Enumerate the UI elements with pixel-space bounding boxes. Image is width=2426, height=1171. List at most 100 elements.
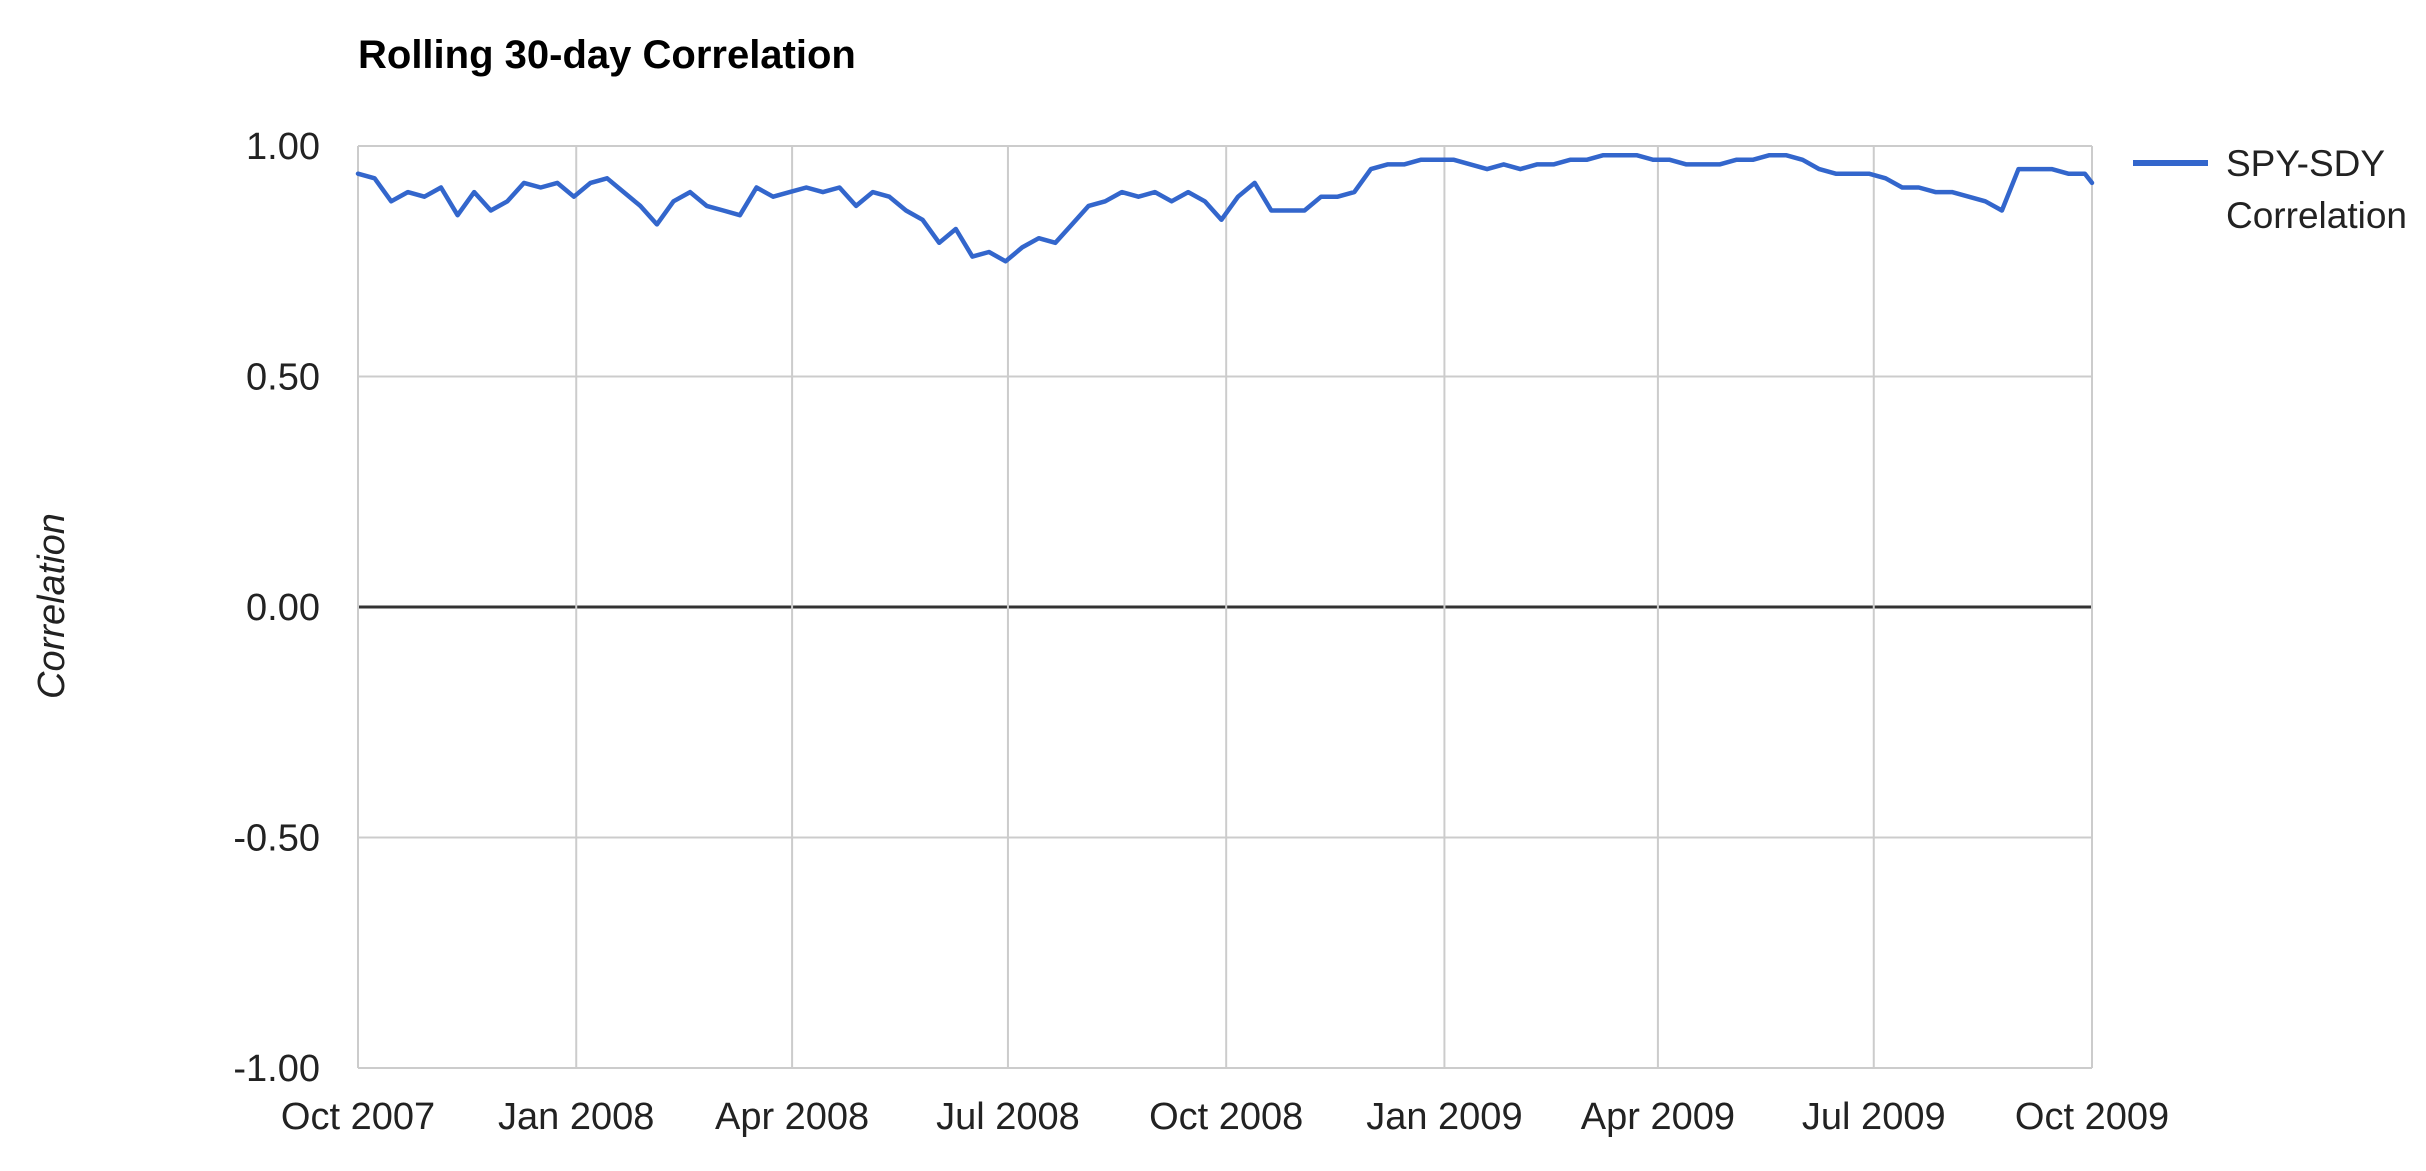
legend: SPY-SDY Correlation (2133, 143, 2407, 236)
chart-title: Rolling 30-day Correlation (358, 33, 856, 77)
data-point (938, 242, 940, 244)
x-tick-label: Apr 2009 (1581, 1096, 1735, 1138)
data-point (955, 228, 957, 230)
data-point (1137, 195, 1140, 198)
data-point (1502, 163, 1505, 166)
data-point (2091, 182, 2093, 184)
data-point (1370, 168, 1372, 170)
data-point (1004, 260, 1007, 263)
data-point (357, 172, 359, 175)
data-point (622, 191, 625, 193)
data-point (589, 182, 592, 184)
data-point (1270, 209, 1273, 212)
data-point (2017, 168, 2020, 170)
data-point (1752, 159, 1754, 161)
data-point (2067, 172, 2070, 175)
data-point (1320, 195, 1322, 198)
data-point (1652, 159, 1654, 161)
data-point (1835, 172, 1837, 175)
y-axis-ticks: 1.00 0.50 0.00 -0.50 -1.00 (233, 126, 320, 1090)
data-point (838, 186, 841, 189)
data-point (1901, 186, 1903, 189)
data-point (672, 200, 675, 203)
data-point (1552, 163, 1555, 166)
data-point (1818, 168, 1820, 170)
data-point (556, 182, 559, 184)
data-point (988, 251, 990, 253)
data-point (1237, 195, 1239, 198)
data-point (390, 200, 393, 203)
data-point (1934, 191, 1937, 193)
data-point (1453, 159, 1455, 161)
data-point (1087, 205, 1090, 207)
data-point (888, 195, 891, 198)
data-point (1104, 200, 1106, 203)
data-point (871, 191, 874, 193)
data-point (639, 205, 642, 207)
x-tick-label: Jan 2009 (1366, 1096, 1522, 1138)
data-point (1768, 154, 1771, 156)
data-point (1851, 172, 1854, 175)
legend-label-line2: Correlation (2226, 195, 2407, 236)
data-point (1569, 159, 1571, 161)
data-point (1685, 163, 1688, 166)
data-point (1785, 154, 1787, 156)
data-point (1536, 163, 1538, 166)
y-tick-label: 0.50 (246, 357, 320, 399)
x-axis-ticks: Oct 2007 Jan 2008 Apr 2008 Jul 2008 Oct 2008… (281, 1096, 2169, 1138)
data-point (2034, 168, 2036, 170)
series-line (355, 152, 2095, 264)
data-point (1121, 191, 1123, 193)
data-point (606, 177, 608, 180)
data-point (1702, 163, 1704, 166)
data-point (539, 186, 542, 189)
y-tick-label: 1.00 (246, 126, 320, 168)
data-point (1918, 186, 1920, 189)
data-point (2084, 172, 2086, 175)
data-point (1187, 191, 1189, 193)
data-point (772, 195, 774, 198)
data-point (1951, 191, 1953, 193)
data-point (1287, 209, 1289, 212)
data-point (373, 177, 376, 180)
legend-label-line1: SPY-SDY (2226, 143, 2385, 184)
data-point (1519, 168, 1522, 170)
x-tick-label: Jul 2008 (936, 1096, 1080, 1138)
data-point (1204, 200, 1206, 203)
data-point (1353, 191, 1356, 193)
data-point (1602, 154, 1605, 156)
data-point (722, 209, 725, 212)
series-layer (355, 152, 2095, 264)
data-point (1585, 159, 1588, 161)
x-tick-label: Jul 2009 (1802, 1096, 1946, 1138)
data-point (705, 205, 708, 207)
data-point (921, 219, 924, 221)
y-tick-label: 0.00 (246, 587, 320, 629)
data-point (506, 200, 509, 203)
x-tick-label: Apr 2008 (715, 1096, 869, 1138)
data-point (805, 186, 808, 189)
data-point (473, 191, 476, 193)
data-point (689, 191, 691, 193)
data-point (1054, 242, 1057, 244)
data-point (1801, 159, 1804, 161)
data-point (1635, 154, 1638, 156)
data-point (739, 214, 741, 216)
data-point (1386, 163, 1389, 166)
data-point (1403, 163, 1405, 166)
data-point (1718, 163, 1721, 166)
data-point (1303, 209, 1306, 212)
x-tick-label: Oct 2007 (281, 1096, 435, 1138)
data-point (1967, 195, 1970, 198)
data-point (490, 209, 492, 212)
data-point (407, 191, 409, 193)
gridlines (357, 145, 2093, 1069)
data-point (755, 186, 758, 189)
data-point (1336, 195, 1339, 198)
data-point (2001, 209, 2003, 212)
x-tick-label: Jan 2008 (498, 1096, 654, 1138)
y-axis-label: Correlation (31, 513, 73, 699)
data-point (1669, 159, 1671, 161)
data-point (523, 182, 525, 184)
data-point (905, 209, 907, 212)
